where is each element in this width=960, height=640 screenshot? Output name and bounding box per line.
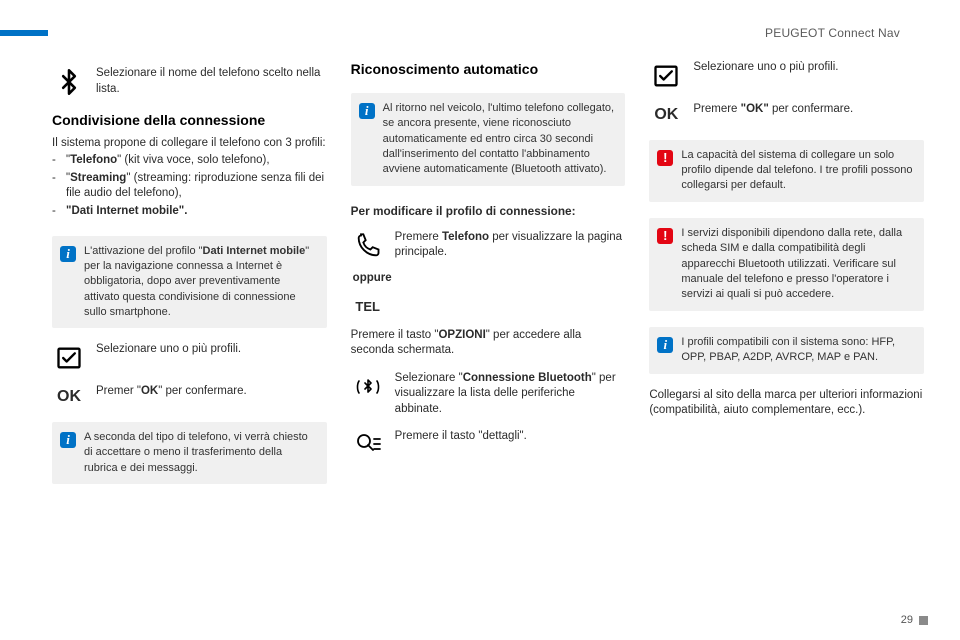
page-accent [0,30,48,36]
info-callout: i A seconda del tipo di telefono, vi ver… [52,422,327,484]
bluetooth-select-text: Selezionare il nome del telefono scelto … [96,66,327,97]
ok-row: OK Premere "OK" per confermare. [649,102,924,126]
callout-body: A seconda del tipo di telefono, vi verrà… [84,430,317,476]
tel-icon: TEL [351,298,385,316]
profile-item: "Streaming" (streaming: riproduzione sen… [52,171,327,202]
heading-auto: Riconoscimento automatico [351,60,626,79]
header-brand: PEUGEOT Connect Nav [765,26,900,40]
info-callout: i I profili compatibili con il sistema s… [649,327,924,374]
opzioni-text: Premere il tasto "OPZIONI" per accedere … [351,328,626,359]
press-ok-text: Premer "OK" per confermare. [96,384,247,400]
checkbox-icon [649,62,683,90]
page-number: 29 [901,614,913,626]
info-icon: i [60,432,76,448]
callout-body: La capacità del sistema di collegare un … [681,148,914,194]
warn-icon: ! [657,150,673,166]
oppure-label: oppure [353,271,626,287]
heading-share: Condivisione della connessione [52,111,327,130]
columns: Selezionare il nome del telefono scelto … [52,60,924,620]
outro-text: Collegarsi al sito della marca per ulter… [649,388,924,419]
info-icon: i [359,103,375,119]
info-callout: i L'attivazione del profilo "Dati Intern… [52,236,327,329]
column-3: Selezionare uno o più profili. OK Premer… [649,60,924,620]
details-row: Premere il tasto "dettagli". [351,429,626,459]
info-icon: i [60,246,76,262]
profile-list: "Telefono" (kit viva voce, solo telefono… [52,153,327,221]
bluetooth-conn-text: Selezionare "Connessione Bluetooth" per … [395,371,626,418]
profile-item: "Dati Internet mobile". [52,204,327,220]
tel-row: TEL [351,296,626,316]
info-icon: i [657,337,673,353]
ok-row: OK Premer "OK" per confermare. [52,384,327,408]
warn-callout: ! La capacità del sistema di collegare u… [649,140,924,202]
select-profiles-text: Selezionare uno o più profili. [96,342,241,358]
bluetooth-signal-icon [351,373,385,401]
page-marker-icon [919,616,928,625]
bluetooth-select-row: Selezionare il nome del telefono scelto … [52,66,327,97]
details-icon [351,431,385,459]
info-callout: i Al ritorno nel veicolo, l'ultimo telef… [351,93,626,186]
press-ok-text: Premere "OK" per confermare. [693,102,853,118]
phone-row: Premere Telefono per visualizzare la pag… [351,230,626,261]
checkbox-icon [52,344,86,372]
phone-icon [351,232,385,260]
callout-body: I profili compatibili con il sistema son… [681,335,914,366]
details-text: Premere il tasto "dettagli". [395,429,527,445]
bluetooth-icon [52,68,86,96]
column-2: Riconoscimento automatico i Al ritorno n… [351,60,626,620]
footer: 29 [901,614,928,626]
ok-icon: OK [649,104,683,126]
press-phone-text: Premere Telefono per visualizzare la pag… [395,230,626,261]
warn-icon: ! [657,228,673,244]
callout-body: Al ritorno nel veicolo, l'ultimo telefon… [383,101,616,178]
callout-body: L'attivazione del profilo "Dati Internet… [84,244,317,321]
select-profiles-row: Selezionare uno o più profili. [52,342,327,372]
warn-callout: ! I servizi disponibili dipendono dalla … [649,218,924,311]
page: PEUGEOT Connect Nav Selezionare il nome … [0,0,960,640]
subhead-modify: Per modificare il profilo di connessione… [351,204,626,220]
share-intro: Il sistema propone di collegare il telef… [52,136,327,152]
select-profiles-text: Selezionare uno o più profili. [693,60,838,76]
profile-item: "Telefono" (kit viva voce, solo telefono… [52,153,327,169]
column-1: Selezionare il nome del telefono scelto … [52,60,327,620]
bluetooth-conn-row: Selezionare "Connessione Bluetooth" per … [351,371,626,418]
select-profiles-row: Selezionare uno o più profili. [649,60,924,90]
ok-icon: OK [52,386,86,408]
callout-body: I servizi disponibili dipendono dalla re… [681,226,914,303]
